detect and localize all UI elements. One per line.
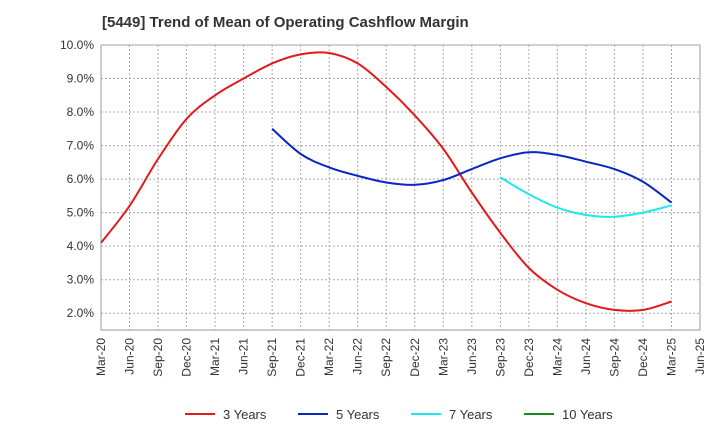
y-tick-label: 10.0%: [60, 38, 94, 52]
legend-label-5-years: 5 Years: [336, 407, 380, 422]
x-axis-ticks: Mar-20 Jun-20 Sep-20 Dec-20 Mar-21 Jun-21 Sep-…: [94, 338, 707, 377]
y-tick-label: 7.0%: [67, 139, 95, 153]
y-tick-label: 4.0%: [67, 239, 95, 253]
x-tick-label: Dec-22: [408, 338, 422, 377]
x-tick-label: Mar-21: [208, 338, 222, 376]
x-tick-label: Sep-21: [265, 338, 279, 377]
y-tick-label: 3.0%: [67, 273, 95, 287]
plot-area: [100, 44, 701, 331]
legend-label-3-years: 3 Years: [223, 407, 267, 422]
series-line-7-years: [499, 176, 672, 218]
x-tick-label: Sep-20: [151, 338, 165, 377]
grid-lines: [101, 44, 700, 330]
x-tick-label: Mar-20: [94, 338, 108, 376]
chart-title: [5449] Trend of Mean of Operating Cashfl…: [102, 14, 469, 31]
series-line-5-years: [271, 128, 673, 204]
y-tick-label: 5.0%: [67, 206, 95, 220]
x-tick-label: Sep-23: [493, 338, 507, 377]
x-tick-label: Mar-24: [550, 338, 564, 376]
x-tick-label: Mar-22: [322, 338, 336, 376]
y-tick-label: 9.0%: [67, 72, 95, 86]
x-tick-label: Jun-23: [465, 338, 479, 375]
x-tick-label: Dec-24: [636, 338, 650, 377]
x-tick-label: Dec-20: [180, 338, 194, 377]
x-tick-label: Dec-23: [522, 338, 536, 377]
y-axis-ticks: 2.0% 3.0% 4.0% 5.0% 6.0% 7.0% 8.0% 9.0% 10.0%: [60, 38, 94, 320]
series-line-3-years: [100, 51, 672, 312]
x-tick-label: Mar-25: [664, 338, 678, 376]
legend: 3 Years 5 Years 7 Years 10 Years: [185, 407, 613, 422]
legend-label-7-years: 7 Years: [449, 407, 493, 422]
x-tick-label: Jun-20: [123, 338, 137, 375]
x-tick-label: Dec-21: [294, 338, 308, 377]
legend-label-10-years: 10 Years: [562, 407, 613, 422]
y-tick-label: 6.0%: [67, 172, 95, 186]
x-tick-label: Jun-21: [237, 338, 251, 375]
x-tick-label: Sep-24: [607, 338, 621, 377]
y-tick-label: 2.0%: [67, 306, 95, 320]
x-tick-label: Jun-24: [579, 338, 593, 375]
x-tick-label: Jun-22: [351, 338, 365, 375]
y-tick-label: 8.0%: [67, 105, 95, 119]
x-tick-label: Mar-23: [436, 338, 450, 376]
series-lines: [100, 51, 673, 312]
x-tick-label: Sep-22: [379, 338, 393, 377]
x-tick-label: Jun-25: [693, 338, 707, 375]
